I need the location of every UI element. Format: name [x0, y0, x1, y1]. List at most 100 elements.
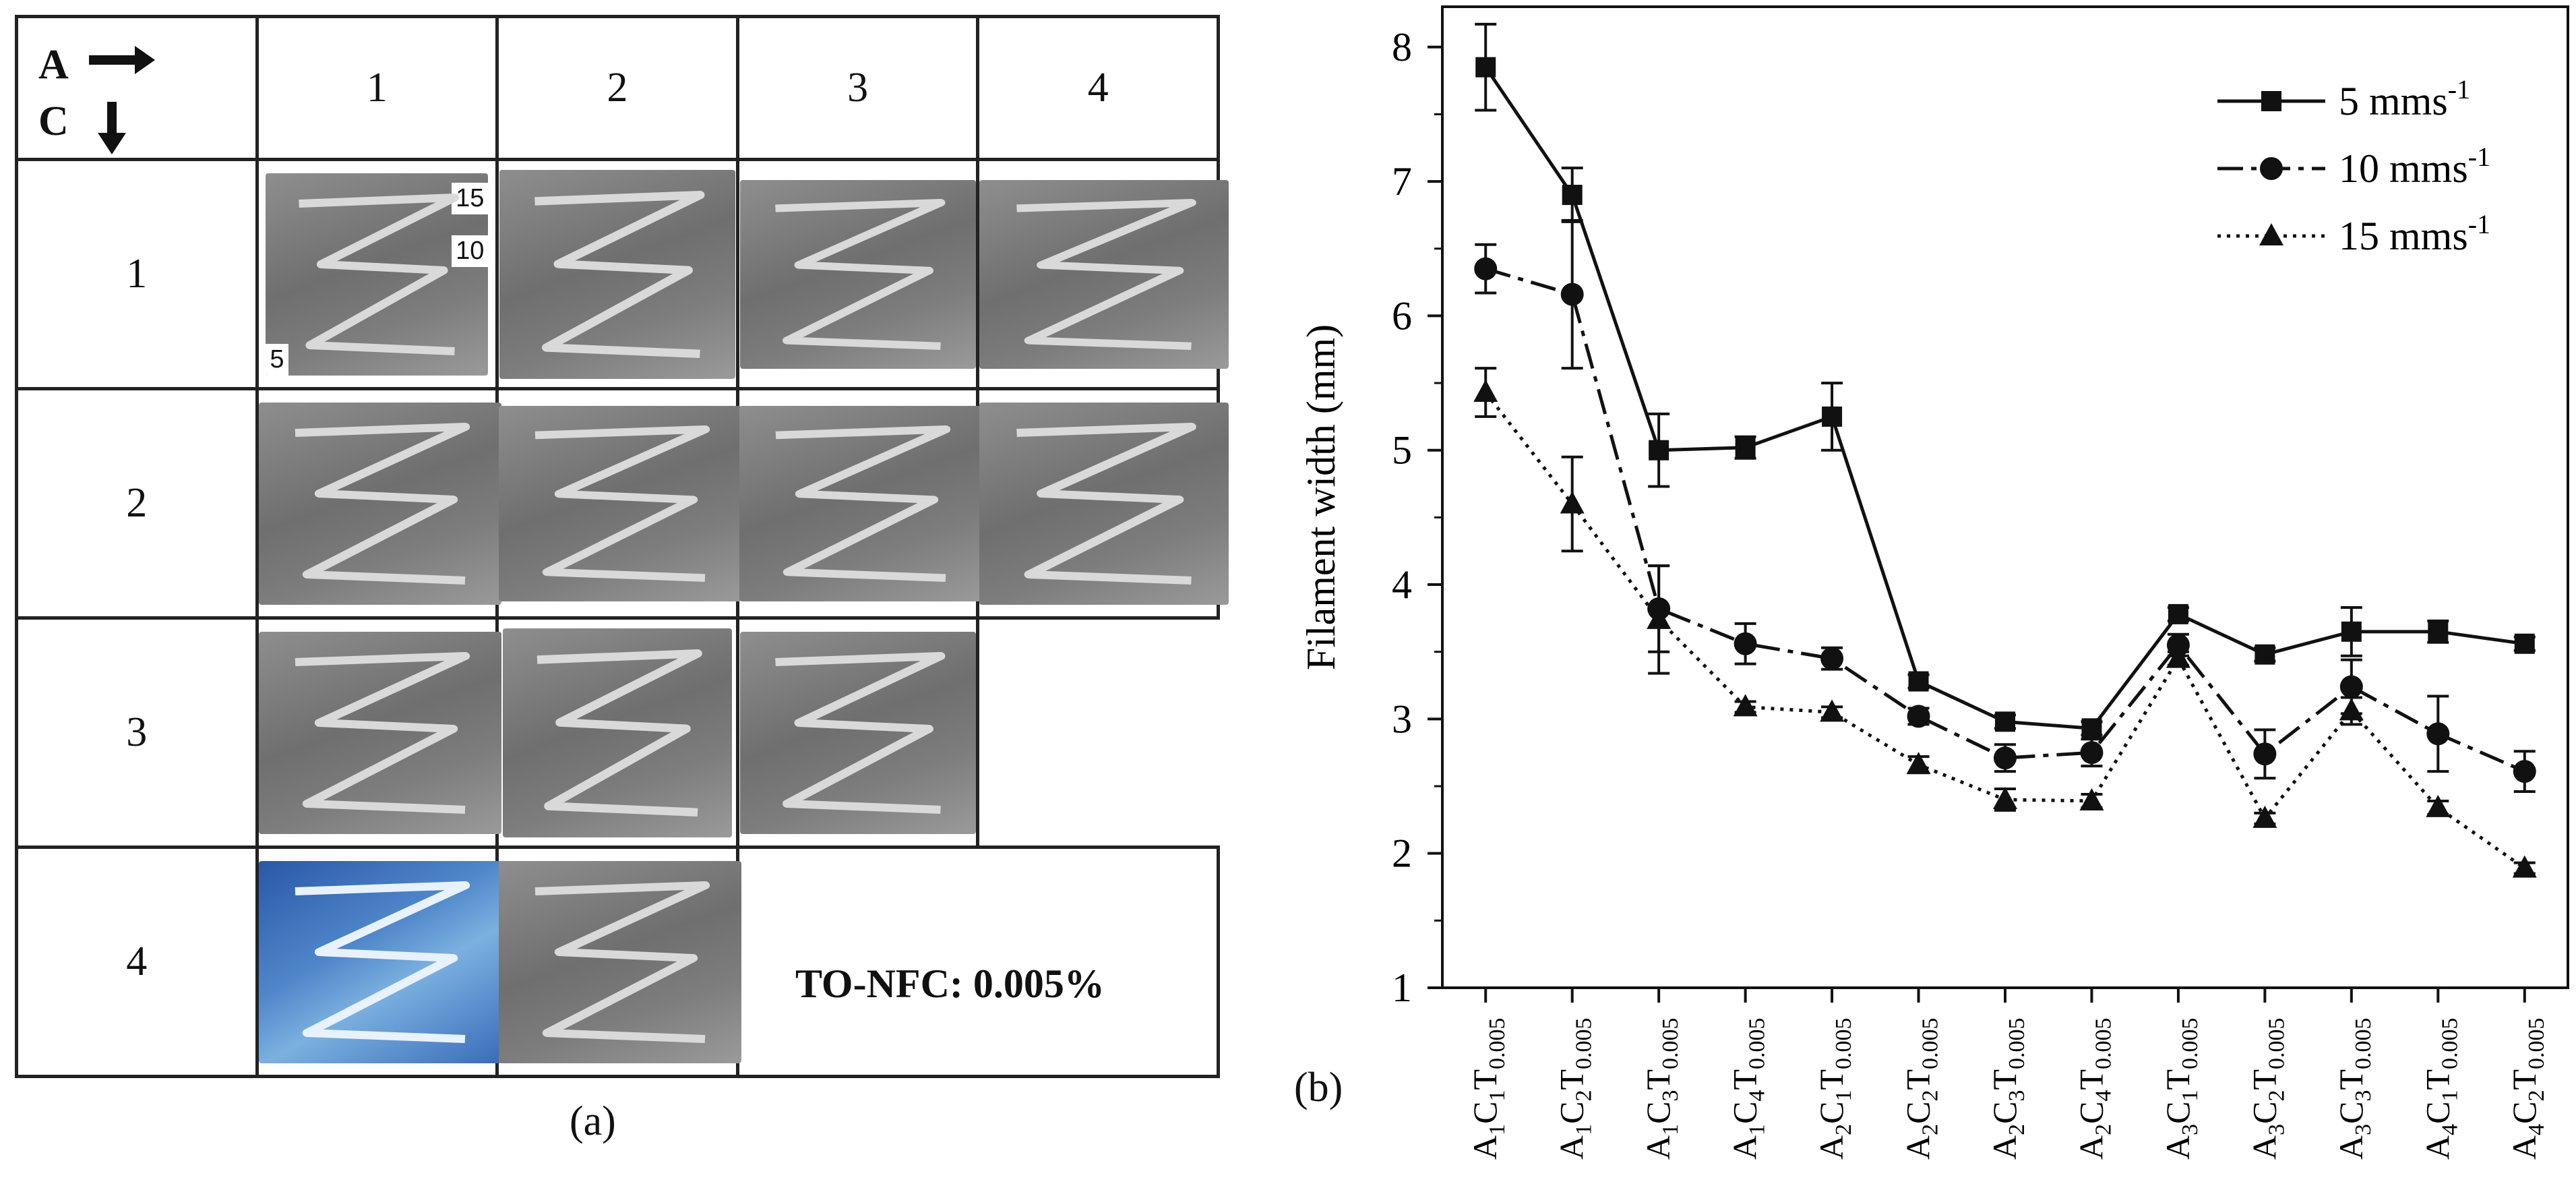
series-line-1: [1485, 267, 2525, 773]
legend-marker: [2261, 91, 2281, 111]
row-header-4: 4: [15, 846, 259, 1078]
sample-cell-r1c2: [495, 158, 739, 390]
data-point: [1820, 699, 1845, 722]
sample-image: 15 10 5: [266, 173, 489, 376]
data-point: [1733, 694, 1758, 717]
empty-note-cell: [735, 846, 1221, 1078]
x-tick-label: A4C2T0.005: [2505, 1017, 2549, 1160]
row-header-1: 1: [15, 158, 259, 390]
y-tick-label: 4: [1392, 562, 1412, 607]
filament-trace: [295, 881, 470, 1043]
legend-marker: [2260, 157, 2283, 180]
legend-label: 15 mms-1: [2339, 209, 2490, 258]
x-tick-label: A3C3T0.005: [2332, 1017, 2376, 1160]
sample-cell-r3c1: [255, 616, 501, 849]
sample-cell-r3c2: [495, 616, 739, 849]
sample-cell-r2c2: [495, 387, 742, 620]
sample-image: [258, 860, 501, 1063]
filament-width-chart: 1 2 3 4 5 6 7 8 Filament width (mm) A1C1T0.005 A1C…: [1299, 5, 2569, 1160]
data-point: [1560, 283, 1584, 306]
y-tick-label: 1: [1392, 966, 1412, 1010]
sample-image: [499, 405, 742, 601]
legend-marker: [2259, 223, 2283, 245]
data-point: [2252, 805, 2277, 828]
sample-cell-r1c3: [735, 158, 980, 390]
sample-cell-r4c2: [495, 846, 742, 1078]
data-point: [2514, 633, 2535, 654]
sample-image: [258, 402, 501, 605]
corner-label-a: A: [38, 42, 69, 88]
col-header-3: 3: [735, 15, 980, 161]
data-point: [2255, 644, 2275, 665]
data-point: [2081, 718, 2102, 739]
filament-trace: [299, 193, 460, 355]
filament-trace: [1016, 198, 1197, 350]
data-point: [2426, 722, 2450, 746]
filament-trace: [534, 425, 710, 582]
data-point: [2426, 794, 2451, 817]
data-point: [1734, 632, 1757, 655]
y-tick-label: 7: [1392, 159, 1412, 204]
sample-image: [979, 402, 1229, 605]
data-point: [1473, 380, 1498, 403]
data-point: [1993, 786, 2017, 809]
speed-label-5: 5: [266, 343, 288, 376]
data-point: [2168, 603, 2188, 624]
data-point: [2339, 698, 2364, 721]
x-tick-label: A4C1T0.005: [2418, 1017, 2462, 1160]
y-tick-label: 5: [1392, 428, 1412, 473]
x-tick-label: A1C4T0.005: [1726, 1017, 1770, 1160]
filament-trace: [775, 425, 950, 582]
sample-image: [739, 179, 976, 369]
data-point: [1647, 606, 1672, 629]
sample-cell-r2c4: [976, 387, 1229, 620]
col-header-2: 2: [495, 15, 739, 161]
corner-header-cell: A C: [15, 15, 259, 161]
data-point: [1908, 671, 1929, 692]
data-point: [1995, 711, 2015, 732]
y-tick-label: 6: [1392, 293, 1412, 338]
data-point: [2341, 621, 2362, 642]
data-point: [2253, 742, 2277, 766]
concentration-note: TO-NFC: 0.005%: [795, 961, 1105, 1006]
sample-image: [499, 860, 742, 1063]
data-point: [1735, 437, 1756, 458]
empty-cell: [978, 618, 1219, 848]
data-point: [2339, 675, 2363, 699]
data-point: [1475, 57, 1496, 78]
filament-trace: [774, 651, 946, 814]
data-point: [1649, 440, 1669, 461]
x-tick-label: A2C3T0.005: [1986, 1017, 2029, 1160]
data-point: [1820, 647, 1844, 670]
y-axis-label: Filament width (mm): [1299, 324, 1343, 670]
y-tick-label: 3: [1392, 696, 1412, 741]
filament-trace: [536, 649, 702, 817]
sample-cell-r1c4: [976, 158, 1229, 390]
sample-image: [739, 631, 976, 834]
arrow-right-icon: [89, 46, 155, 74]
sample-cell-r2c3: [735, 387, 982, 620]
row-header-2: 2: [15, 387, 259, 620]
data-point: [1562, 185, 1583, 206]
data-point: [2079, 788, 2104, 810]
sample-image: [979, 179, 1229, 369]
filament-trace: [1016, 422, 1197, 585]
x-tick-label: A1C3T0.005: [1639, 1017, 1683, 1160]
filament-trace: [295, 422, 470, 585]
data-point: [2513, 760, 2536, 783]
speed-label-10: 10: [452, 235, 489, 267]
filament-trace: [774, 198, 946, 350]
arrow-down-icon: [98, 102, 126, 154]
filament-trace: [534, 190, 705, 358]
data-point: [2512, 855, 2537, 878]
y-tick-label: 8: [1392, 25, 1412, 69]
corner-label-c: C: [38, 98, 69, 144]
x-tick-label: A1C2T0.005: [1553, 1017, 1597, 1160]
caption-a: (a): [570, 1098, 616, 1144]
x-tick-label: A2C2T0.005: [1899, 1017, 1943, 1160]
data-point: [1822, 406, 1843, 427]
sample-image: [499, 169, 735, 379]
sample-cell-r2c1: [255, 387, 501, 620]
data-point: [1994, 746, 2017, 770]
sample-grid-table: A C 1 2 3 4 1 15 10 5 2 3: [15, 15, 1229, 1078]
